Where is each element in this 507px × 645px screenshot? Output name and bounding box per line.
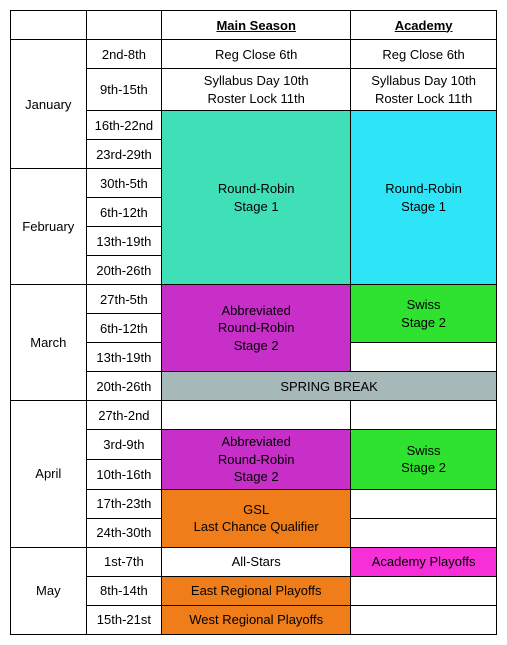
main-west-playoffs: West Regional Playoffs [162, 605, 351, 634]
month-april: April [11, 401, 87, 548]
acad-cell [351, 518, 497, 547]
date-cell: 23rd-29th [86, 140, 162, 169]
acad-cell [351, 489, 497, 518]
main-east-playoffs: East Regional Playoffs [162, 576, 351, 605]
header-row: Main Season Academy [11, 11, 497, 40]
month-may: May [11, 547, 87, 634]
acad-cell: Reg Close 6th [351, 40, 497, 69]
academy-header: Academy [351, 11, 497, 40]
date-cell: 8th-14th [86, 576, 162, 605]
main-abbrev-rr-2b: AbbreviatedRound-RobinStage 2 [162, 430, 351, 490]
acad-swiss-2a: SwissStage 2 [351, 285, 497, 343]
date-cell: 9th-15th [86, 69, 162, 111]
acad-cell [351, 343, 497, 372]
date-cell: 17th-23th [86, 489, 162, 518]
main-abbrev-rr-2a: AbbreviatedRound-RobinStage 2 [162, 285, 351, 372]
month-january: January [11, 40, 87, 169]
main-cell: Reg Close 6th [162, 40, 351, 69]
acad-cell [351, 605, 497, 634]
main-cell: Syllabus Day 10thRoster Lock 11th [162, 69, 351, 111]
main-season-header: Main Season [162, 11, 351, 40]
date-cell: 13th-19th [86, 343, 162, 372]
month-february: February [11, 169, 87, 285]
row-mar-1: March 27th-5th AbbreviatedRound-RobinSta… [11, 285, 497, 314]
main-round-robin-1: Round-RobinStage 1 [162, 111, 351, 285]
blank-header [11, 11, 87, 40]
main-allstars: All-Stars [162, 547, 351, 576]
acad-cell [351, 401, 497, 430]
main-cell [162, 401, 351, 430]
date-cell: 3rd-9th [86, 430, 162, 460]
month-march: March [11, 285, 87, 401]
row-may-1: May 1st-7th All-Stars Academy Playoffs [11, 547, 497, 576]
date-cell: 24th-30th [86, 518, 162, 547]
date-cell: 6th-12th [86, 314, 162, 343]
blank-header-2 [86, 11, 162, 40]
main-gsl: GSLLast Chance Qualifier [162, 489, 351, 547]
schedule-table: Main Season Academy January 2nd-8th Reg … [10, 10, 497, 635]
date-cell: 15th-21st [86, 605, 162, 634]
date-cell: 20th-26th [86, 372, 162, 401]
acad-round-robin-1: Round-RobinStage 1 [351, 111, 497, 285]
spring-break-cell: SPRING BREAK [162, 372, 497, 401]
date-cell: 16th-22nd [86, 111, 162, 140]
date-cell: 20th-26th [86, 256, 162, 285]
date-cell: 30th-5th [86, 169, 162, 198]
date-cell: 27th-5th [86, 285, 162, 314]
date-cell: 2nd-8th [86, 40, 162, 69]
date-cell: 6th-12th [86, 198, 162, 227]
date-cell: 10th-16th [86, 459, 162, 489]
date-cell: 13th-19th [86, 227, 162, 256]
row-jan-1: January 2nd-8th Reg Close 6th Reg Close … [11, 40, 497, 69]
acad-swiss-2b: SwissStage 2 [351, 430, 497, 490]
date-cell: 27th-2nd [86, 401, 162, 430]
date-cell: 1st-7th [86, 547, 162, 576]
acad-playoffs: Academy Playoffs [351, 547, 497, 576]
acad-cell: Syllabus Day 10thRoster Lock 11th [351, 69, 497, 111]
row-apr-1: April 27th-2nd [11, 401, 497, 430]
acad-cell [351, 576, 497, 605]
